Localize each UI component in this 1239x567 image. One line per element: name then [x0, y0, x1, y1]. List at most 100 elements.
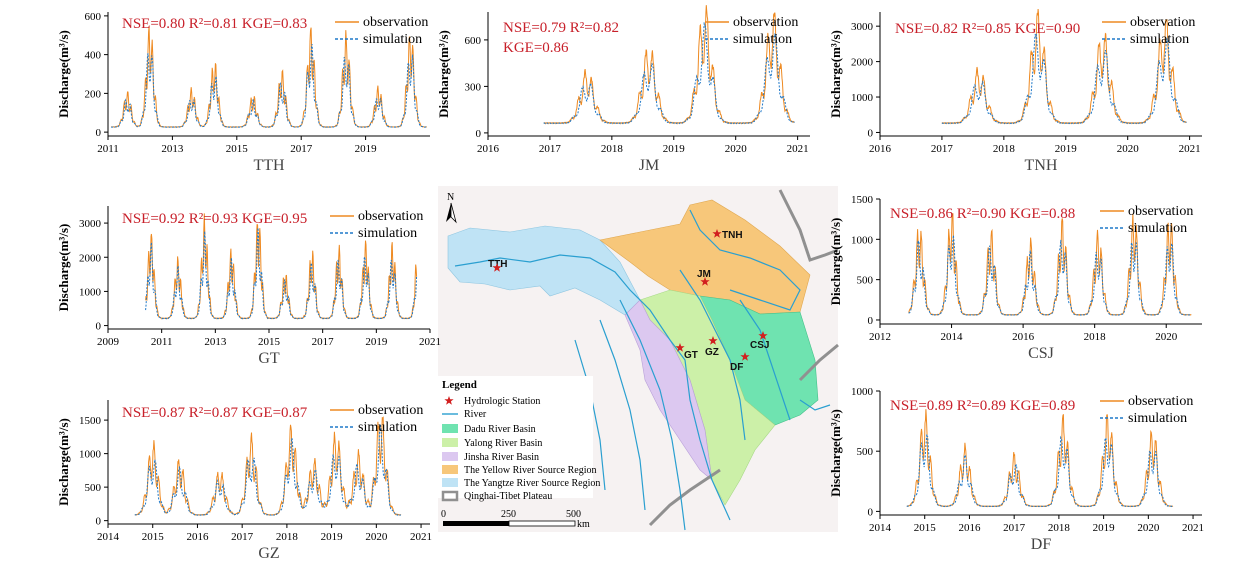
x-tick-label: 2014 — [97, 531, 120, 543]
river-yellow — [689, 209, 801, 311]
y-tick-label: 500 — [85, 482, 102, 494]
station-name: JM — [639, 157, 659, 174]
station-marker-tnh — [712, 229, 722, 238]
x-tick-label: 2016 — [477, 143, 500, 155]
station-name: TNH — [1025, 157, 1058, 174]
legend-simulation-label: simulation — [1130, 32, 1189, 47]
y-tick-label: 1000 — [851, 386, 874, 398]
hydrograph-panels: 2011 2013 2015 2017 2019 0 200 400 600 Discharge(… — [56, 5, 1204, 562]
river-yangtze-upper — [454, 254, 731, 521]
legend-item-jinsha: Jinsha River Basin — [442, 452, 539, 463]
y-tick-label: 2000 — [79, 252, 102, 264]
x-tick-label: 2021 — [1182, 522, 1204, 534]
series-legend: observation simulation — [330, 209, 423, 241]
legend-observation-label: observation — [358, 403, 423, 418]
map-legend: Legend Hydrologic Station River Dadu Riv… — [438, 376, 600, 502]
station-label-tnh: TNH — [722, 230, 743, 241]
simulation-series — [134, 424, 402, 516]
y-axis-label: Discharge(m³/s) — [56, 30, 71, 118]
x-tick-label: 2019 — [365, 336, 388, 348]
fit-stats-kge: KGE=0.86 — [503, 40, 569, 56]
scale-unit: km — [577, 519, 590, 530]
x-tick-label: 2011 — [151, 336, 173, 348]
station-marker-csj — [758, 331, 768, 340]
legend-label: Dadu River Basin — [464, 424, 536, 435]
legend-swatch — [442, 438, 458, 447]
station-name: DF — [1031, 536, 1052, 553]
y-axis-label: Discharge(m³/s) — [828, 218, 843, 306]
legend-item-yangtze: The Yangtze River Source Region — [442, 478, 600, 489]
y-tick-label: 1000 — [851, 92, 874, 104]
y-tick-label: 1000 — [79, 286, 102, 298]
fit-stats: NSE=0.89 R²=0.89 KGE=0.89 — [890, 398, 1075, 414]
y-tick-label: 0 — [96, 516, 102, 528]
series-legend: observation simulation — [330, 403, 423, 435]
legend-item-station: Hydrologic Station — [444, 396, 540, 407]
x-tick-label: 2017 — [312, 336, 335, 348]
rivers — [454, 209, 831, 531]
legend-observation-label: observation — [1130, 15, 1195, 30]
x-tick-label: 2016 — [958, 522, 981, 534]
y-tick-label: 600 — [465, 35, 482, 47]
legend-label: Yalong River Basin — [464, 438, 542, 449]
y-tick-label: 600 — [85, 11, 102, 23]
scale-bar-black — [443, 521, 509, 526]
x-tick-label: 2021 — [787, 143, 809, 155]
x-tick-label: 2016 — [186, 531, 209, 543]
x-tick-label: 2019 — [1055, 143, 1078, 155]
station-name: GT — [258, 350, 280, 367]
x-tick-label: 2009 — [97, 336, 120, 348]
x-tick-label: 2017 — [539, 143, 562, 155]
y-axis-label: Discharge(m³/s) — [56, 418, 71, 506]
x-tick-label: 2021 — [410, 531, 432, 543]
legend-swatch — [441, 490, 459, 502]
simulation-series — [908, 235, 1192, 316]
x-tick-label: 2020 — [1137, 522, 1160, 534]
station-name: GZ — [258, 545, 279, 562]
y-axis-label: Discharge(m³/s) — [436, 30, 451, 118]
x-tick-label: 2019 — [663, 143, 686, 155]
x-tick-label: 2017 — [231, 531, 254, 543]
legend-swatch — [442, 478, 458, 487]
legend-item-plateau: Qinghai-Tibet Plateau — [441, 490, 552, 502]
y-tick-label: 0 — [476, 128, 482, 140]
river-west-2 — [574, 339, 606, 491]
x-tick-label: 2011 — [97, 143, 119, 155]
plateau-boundary — [778, 189, 839, 262]
x-tick-label: 2018 — [1084, 331, 1107, 343]
legend-label: The Yangtze River Source Region — [464, 478, 600, 489]
scale-label-0: 0 — [441, 509, 446, 520]
legend-label: Hydrologic Station — [464, 396, 540, 407]
legend-swatch — [442, 424, 458, 433]
north-label: N — [447, 192, 454, 203]
map-legend-title: Legend — [442, 379, 477, 391]
station-name: TTH — [253, 157, 285, 174]
simulation-series — [941, 33, 1187, 125]
station-csj: CSJ — [750, 331, 769, 351]
series-legend: observation simulation — [335, 15, 428, 47]
y-tick-label: 1500 — [851, 194, 874, 206]
y-tick-label: 0 — [868, 127, 874, 139]
legend-label: River — [464, 409, 487, 420]
fit-stats: NSE=0.92 R²=0.93 KGE=0.95 — [122, 211, 307, 227]
station-label-csj: CSJ — [750, 340, 769, 351]
legend-observation-label: observation — [363, 15, 428, 30]
y-axis-label: Discharge(m³/s) — [56, 224, 71, 312]
y-axis-label: Discharge(m³/s) — [828, 409, 843, 497]
river-jinsha-west — [619, 299, 686, 531]
yellow-river-source-region — [599, 199, 811, 315]
x-tick-label: 2015 — [914, 522, 937, 534]
scale-bar: 0 250 500 km — [441, 509, 590, 530]
y-axis-label: Discharge(m³/s) — [828, 30, 843, 118]
x-tick-label: 2014 — [941, 331, 964, 343]
station-jm: JM — [697, 269, 711, 286]
scale-label-500: 500 — [566, 509, 581, 520]
y-tick-label: 3000 — [79, 218, 102, 230]
x-tick-label: 2017 — [290, 143, 313, 155]
scale-bar-white — [508, 520, 576, 527]
y-tick-label: 400 — [85, 50, 102, 62]
y-tick-label: 300 — [465, 81, 482, 93]
chart-gt: 2009 2011 2013 2015 2017 2019 2021 0 1000 2000 300… — [56, 206, 441, 367]
river-east — [799, 399, 831, 411]
